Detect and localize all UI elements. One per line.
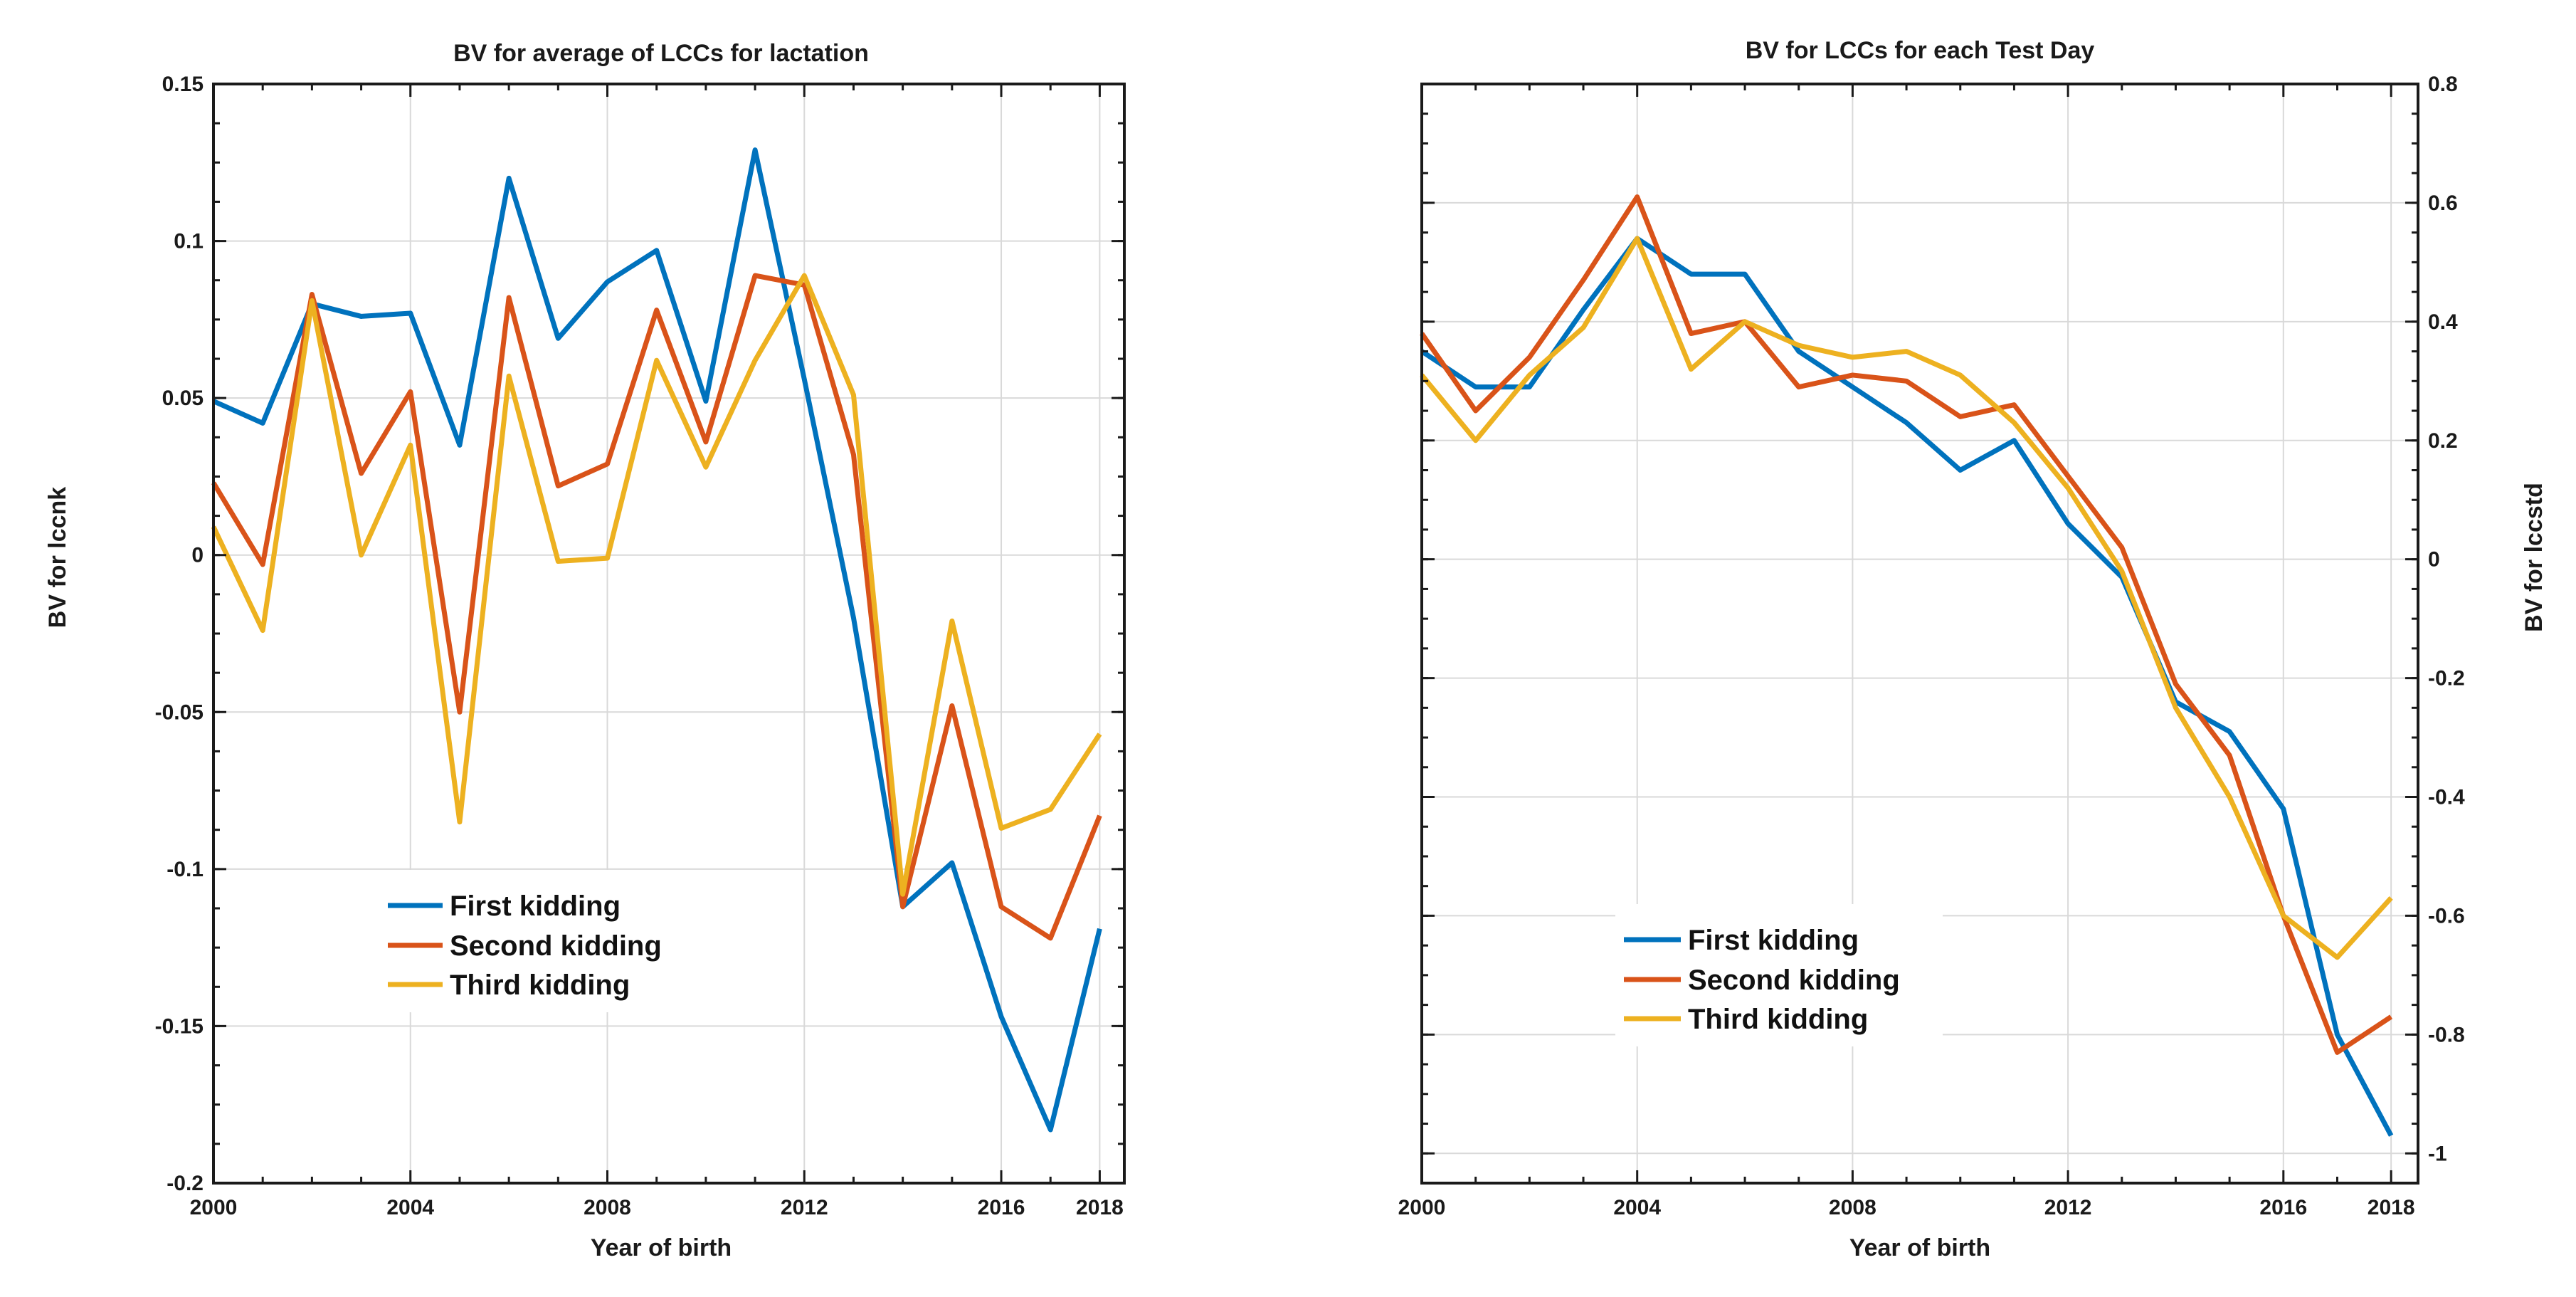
x-axis-label: Year of birth <box>1849 1234 1990 1261</box>
y-tick-label: -0.05 <box>155 700 204 724</box>
series-line-2 <box>1420 194 2393 1055</box>
legend-label-second: Second kidding <box>1688 965 1900 996</box>
series-line-3 <box>211 273 1102 897</box>
x-tick-label: 2018 <box>2368 1196 2415 1219</box>
legend: First kidding Second kidding Third kiddi… <box>1615 904 1943 1046</box>
x-tick-labels: 2000 2004 2008 2012 2016 2018 <box>1398 1196 2415 1219</box>
y-tick-label: 0.05 <box>162 387 204 410</box>
legend: First kidding Second kidding Third kiddi… <box>370 870 697 1012</box>
x-tick-label: 2004 <box>386 1196 434 1219</box>
series-line-1 <box>212 147 1102 1133</box>
x-tick-labels: 2000 2004 2008 2012 2016 2018 <box>190 1196 1124 1219</box>
y-tick-label: 0.15 <box>162 73 204 96</box>
x-tick-label: 2012 <box>2044 1196 2092 1219</box>
series-line-3 <box>1420 236 2393 960</box>
chart-title: BV for average of LCCs for lactation <box>453 40 869 67</box>
data-series <box>1420 194 2394 1137</box>
x-tick-label: 2016 <box>2259 1196 2307 1219</box>
x-tick-label: 2018 <box>1076 1196 1124 1219</box>
x-tick-label: 2012 <box>781 1196 828 1219</box>
x-tick-label: 2000 <box>190 1196 238 1219</box>
y-tick-label: 0.4 <box>2428 310 2458 334</box>
x-tick-label: 2008 <box>1829 1196 1876 1219</box>
y-tick-label: -1 <box>2428 1142 2447 1165</box>
legend-label-first: First kidding <box>450 891 621 922</box>
y-tick-label: 0.1 <box>174 230 204 253</box>
legend-label-first: First kidding <box>1688 925 1859 956</box>
y-axis-label: BV for lccstd <box>2520 483 2548 632</box>
x-tick-label: 2016 <box>978 1196 1025 1219</box>
plot-border <box>1420 83 2419 1185</box>
test-day-chart: BV for LCCs for each Test Day Year of bi… <box>1398 37 2548 1261</box>
legend-box <box>1615 904 1943 1046</box>
plot-frame <box>212 83 1126 1185</box>
y-tick-label: 0.8 <box>2428 73 2458 96</box>
y-tick-label: 0 <box>191 544 204 567</box>
y-tick-label: -0.15 <box>155 1014 204 1038</box>
series-line-2 <box>211 273 1102 941</box>
y-tick-label: 0.2 <box>2428 429 2458 453</box>
legend-label-third: Third kidding <box>1688 1004 1868 1035</box>
y-tick-label: -0.8 <box>2428 1023 2465 1046</box>
y-axis-label: BV for lccnk <box>44 487 71 628</box>
x-tick-label: 2004 <box>1613 1196 1661 1219</box>
data-series <box>211 147 1102 1133</box>
x-tick-label: 2008 <box>584 1196 631 1219</box>
x-tick-label: 2000 <box>1398 1196 1446 1219</box>
series-line-1 <box>1420 236 2394 1137</box>
legend-label-third: Third kidding <box>450 970 630 1001</box>
y-tick-label: -0.4 <box>2428 786 2465 809</box>
legend-box <box>370 870 697 1012</box>
y-tick-labels: 0.15 0.1 0.05 0 -0.05 -0.1 -0.15 -0.2 <box>155 73 204 1195</box>
y-tick-label: -0.2 <box>2428 667 2465 690</box>
y-tick-label: 0 <box>2428 548 2440 572</box>
y-tick-label: -0.6 <box>2428 904 2465 928</box>
x-axis-label: Year of birth <box>591 1234 732 1261</box>
y-tick-label: -0.2 <box>167 1172 204 1195</box>
y-tick-label: -0.1 <box>167 858 204 881</box>
chart-title: BV for LCCs for each Test Day <box>1746 37 2095 64</box>
lactation-chart: BV for average of LCCs for lactation Yea… <box>44 40 1126 1261</box>
plot-frame <box>1420 83 2419 1185</box>
y-tick-label: 0.6 <box>2428 191 2458 215</box>
y-tick-labels: 0.8 0.6 0.4 0.2 0 -0.2 -0.4 -0.6 -0.8 -1 <box>2428 73 2465 1165</box>
legend-label-second: Second kidding <box>450 930 662 962</box>
